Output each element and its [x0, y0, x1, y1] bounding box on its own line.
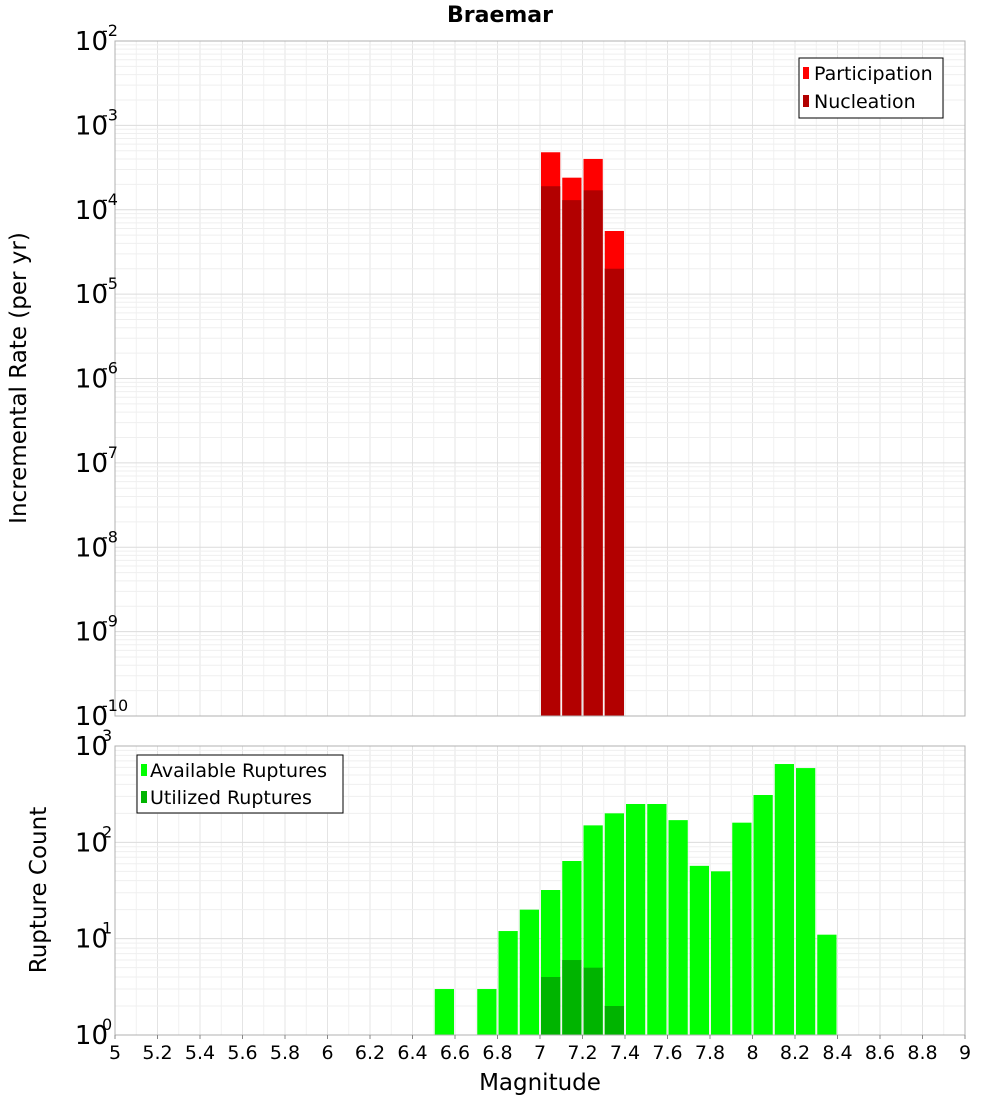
utilized-ruptures-bar	[541, 977, 561, 1035]
x-tick-label: 6.4	[397, 1042, 427, 1064]
top-y-tick-exponent: -2	[102, 21, 118, 40]
bottom-legend-box	[136, 754, 344, 814]
top-legend-box	[798, 57, 944, 119]
x-tick-label: 8.6	[865, 1042, 895, 1064]
x-tick-label: 7.6	[652, 1042, 682, 1064]
bottom-y-axis-label: Rupture Count	[26, 807, 52, 973]
top-y-tick-label: 10	[75, 111, 108, 141]
x-tick-label: 8.4	[822, 1042, 852, 1064]
x-tick-label: 8.8	[907, 1042, 937, 1064]
legend-label-nucleation: Nucleation	[814, 91, 916, 113]
chart-title: Braemar	[447, 3, 553, 28]
nucleation-bar	[583, 190, 603, 716]
top-y-tick-label: 10	[75, 449, 108, 479]
available-ruptures-bar	[796, 768, 816, 1035]
available-ruptures-bar	[817, 934, 837, 1035]
legend-swatch-participation	[803, 67, 809, 79]
utilized-ruptures-bar	[604, 1006, 624, 1035]
bottom-y-tick-exponent: 3	[102, 726, 112, 745]
bottom-y-tick-exponent: 2	[102, 822, 112, 841]
bottom-y-tick-label: 10	[75, 828, 108, 858]
bottom-y-tick-label: 10	[75, 732, 108, 762]
top-y-tick-exponent: -6	[102, 359, 118, 378]
available-ruptures-bar	[498, 931, 518, 1035]
x-tick-label: 7	[534, 1042, 546, 1064]
top-y-tick-label: 10	[75, 196, 108, 226]
x-tick-label: 5.4	[185, 1042, 215, 1064]
top-y-axis-label: Incremental Rate (per yr)	[6, 232, 32, 524]
top-y-tick-label: 10	[75, 702, 108, 732]
available-ruptures-bar	[689, 865, 709, 1035]
x-tick-label: 5.2	[142, 1042, 172, 1064]
available-ruptures-bar	[732, 822, 752, 1035]
x-axis-label: Magnitude	[479, 1070, 601, 1096]
available-ruptures-bar	[711, 871, 731, 1035]
top-y-tick-exponent: -9	[102, 612, 118, 631]
top-y-tick-exponent: -5	[102, 274, 118, 293]
top-legend: Participation Nucleation	[798, 57, 944, 119]
nucleation-bar	[541, 186, 561, 716]
x-tick-label: 6.2	[355, 1042, 385, 1064]
x-tick-label: 7.8	[695, 1042, 725, 1064]
bottom-y-tick-exponent: 0	[102, 1015, 112, 1034]
utilized-ruptures-bar	[562, 960, 582, 1035]
available-ruptures-bar	[434, 989, 454, 1035]
available-ruptures-bar	[477, 989, 497, 1035]
bottom-y-tick-label: 10	[75, 925, 108, 955]
legend-swatch-available	[141, 764, 147, 776]
top-y-tick-label: 10	[75, 27, 108, 57]
top-y-tick-label: 10	[75, 280, 108, 310]
legend-swatch-utilized	[141, 791, 147, 803]
bottom-y-tick-label: 10	[75, 1021, 108, 1051]
top-y-tick-exponent: -7	[102, 443, 118, 462]
top-grid	[114, 41, 966, 717]
x-tick-label: 7.2	[567, 1042, 597, 1064]
x-tick-label: 9	[959, 1042, 971, 1064]
top-bars	[541, 152, 624, 717]
available-ruptures-bar	[519, 909, 539, 1035]
top-y-tick-exponent: -10	[102, 696, 128, 715]
x-tick-label: 6.8	[482, 1042, 512, 1064]
available-ruptures-bar	[668, 820, 688, 1035]
legend-label-participation: Participation	[814, 63, 933, 85]
bottom-y-tick-exponent: 1	[102, 919, 112, 938]
available-ruptures-bar	[753, 794, 773, 1035]
x-tick-label: 8	[746, 1042, 758, 1064]
nucleation-bar	[562, 200, 582, 716]
x-tick-label: 5.8	[270, 1042, 300, 1064]
available-ruptures-bar	[647, 803, 667, 1035]
available-ruptures-bar	[626, 803, 646, 1035]
x-tick-label: 8.2	[780, 1042, 810, 1064]
x-tick-label: 7.4	[610, 1042, 640, 1064]
x-tick-label: 5.6	[227, 1042, 257, 1064]
top-y-tick-exponent: -8	[102, 527, 118, 546]
top-y-tick-label: 10	[75, 365, 108, 395]
x-ticks: 5 5.2 5.4 5.6 5.8 6 6.2 6.4 6.6 6.8 7 7.2 7.4 7.6 7.8 8…	[109, 1035, 971, 1064]
legend-label-available: Available Ruptures	[150, 760, 327, 782]
top-y-tick-exponent: -4	[102, 190, 118, 209]
top-y-tick-label: 10	[75, 618, 108, 648]
nucleation-bar	[604, 268, 624, 716]
bottom-bars	[434, 764, 837, 1035]
bottom-legend: Available Ruptures Utilized Ruptures	[136, 754, 344, 814]
x-tick-label: 5	[109, 1042, 121, 1064]
utilized-ruptures-bar	[583, 967, 603, 1035]
legend-swatch-nucleation	[803, 95, 809, 107]
legend-label-utilized: Utilized Ruptures	[150, 787, 312, 809]
top-plot-frame	[114, 40, 966, 717]
top-y-tick-exponent: -3	[102, 105, 118, 124]
available-ruptures-bar	[604, 813, 624, 1035]
x-tick-label: 6	[321, 1042, 333, 1064]
top-y-tick-label: 10	[75, 533, 108, 563]
x-tick-label: 6.6	[440, 1042, 470, 1064]
available-ruptures-bar	[774, 764, 794, 1035]
